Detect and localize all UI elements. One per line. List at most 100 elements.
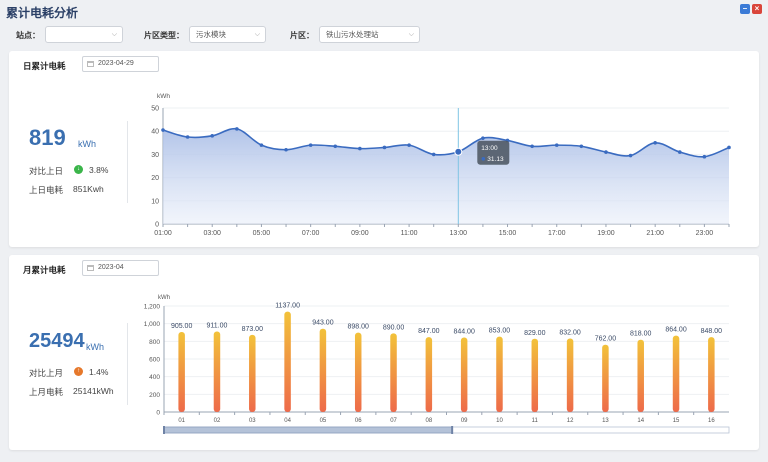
monthly-date-value: 2023-04 [98,264,124,271]
daily-line-chart: 0 10 20 30 40 50 kWh 01:00 03:00 05:00 07:00 09:00 1… [151,93,731,237]
bar [178,332,185,412]
data-point [579,144,584,149]
x-tick-label: 03:00 [203,230,221,237]
x-tick-label: 07 [390,418,397,424]
monthly-prev-value: 25141kWh [73,386,114,396]
x-tick-label: 05 [320,418,327,424]
bar [249,334,256,412]
data-point [530,144,534,149]
monthly-date-picker[interactable]: 2023-04 [82,260,159,276]
daily-date-picker[interactable]: 2023-04-29 [82,56,159,72]
data-point [382,145,387,150]
data-point [431,152,436,157]
bar-value-label: 848.00 [701,328,723,335]
site-select[interactable]: ⌵ [45,26,123,43]
data-point [702,154,707,159]
monthly-panel: 月累计电耗 2023-04 25494 kWh 对比上月 ↑ 1.4% 上月电耗… [9,255,759,450]
window-controls: – × [740,4,762,14]
bar [672,335,680,412]
x-tick-label: 12 [567,418,574,424]
y-tick-label: 0 [155,222,159,229]
x-tick-label: 09:00 [351,230,369,237]
tooltip-box [477,140,510,165]
x-tick-label: 15:00 [499,230,517,237]
bar [602,344,609,412]
zoom-handle-left[interactable] [163,426,165,434]
monthly-panel-title: 月累计电耗 [23,265,66,275]
data-point [604,150,608,154]
zone-label: 片区： [290,31,314,40]
y-tick-label: 600 [149,357,160,364]
zoom-handle[interactable] [163,426,453,434]
zoom-handle-right[interactable] [451,426,454,434]
bar-value-label: 943.00 [312,320,334,327]
x-tick-label: 21:00 [646,230,664,237]
data-point [333,144,338,149]
bar [354,332,362,412]
x-tick-label: 17:00 [548,230,566,237]
x-tick-label: 02 [214,418,221,424]
bar-value-label: 847.00 [418,328,440,335]
daily-prev-value: 851Kwh [73,184,104,194]
y-tick-label: 50 [151,106,159,113]
zone-type-select[interactable]: 污水模块 ⌵ [189,26,266,43]
x-tick-label: 10 [496,418,503,424]
x-tick-label: 14 [637,418,644,424]
data-point [481,136,485,140]
y-tick-label: 400 [149,374,160,381]
bar-value-label: 911.00 [207,323,228,330]
x-tick-label: 23:00 [696,230,714,237]
x-tick-label: 05:00 [253,230,271,237]
chevron-down-icon: ⌵ [111,31,117,38]
bar-value-label: 762.00 [595,336,617,343]
bar [496,336,503,412]
trend-up-icon: ↑ [74,367,83,376]
bar-value-label: 905.00 [171,323,193,330]
bar-value-label: 818.00 [630,331,652,338]
x-tick-label: 01 [178,418,185,424]
bar-value-label: 864.00 [665,327,687,334]
y-tick-label: 1,000 [144,321,161,328]
y-axis-unit: kWh [157,93,170,100]
x-tick-label: 11 [532,418,539,424]
y-tick-label: 1,200 [144,304,161,311]
y-tick-label: 20 [151,175,159,182]
monthly-compare-label: 对比上月 [29,368,64,378]
x-tick-label: 06 [355,418,362,424]
filter-bar: 站点： ⌵ 片区类型： 污水模块 ⌵ 片区： 铁山污水处理站 ⌵ [0,26,768,44]
y-tick-label: 200 [149,392,160,399]
daily-compare-pct: 3.8% [89,165,109,175]
data-point [677,150,682,154]
x-tick-label: 11:00 [401,230,418,237]
close-icon[interactable]: × [752,4,762,14]
y-tick-label: 10 [151,198,159,205]
y-tick-label: 40 [151,129,159,136]
x-tick-label: 19:00 [597,230,615,237]
bar [319,328,327,412]
data-point [210,134,215,138]
x-tick-label: 07:00 [302,230,320,237]
y-axis-unit: kWh [158,295,170,301]
x-tick-label: 13:00 [450,230,468,237]
minimize-icon[interactable]: – [740,4,750,14]
daily-prev-label: 上日电耗 [29,185,64,195]
chevron-down-icon: ⌵ [254,31,260,38]
zone-select-value: 铁山污水处理站 [326,30,379,39]
bar [390,333,397,412]
area-fill [163,128,729,224]
bar-value-label: 873.00 [242,326,264,333]
chevron-down-icon: ⌵ [408,31,414,38]
bar [425,337,433,412]
bar-value-label: 829.00 [524,330,546,337]
divider [127,121,128,203]
zone-select[interactable]: 铁山污水处理站 ⌵ [319,26,420,43]
data-point [284,147,288,152]
tooltip-marker [481,156,486,161]
bar [637,339,644,412]
y-tick-label: 30 [151,152,159,159]
tooltip-time: 13:00 [481,145,498,152]
zone-type-select-value: 污水模块 [196,30,226,39]
x-tick-label: 15 [673,418,680,424]
data-point [358,146,362,151]
trend-down-icon: ↓ [74,165,83,174]
